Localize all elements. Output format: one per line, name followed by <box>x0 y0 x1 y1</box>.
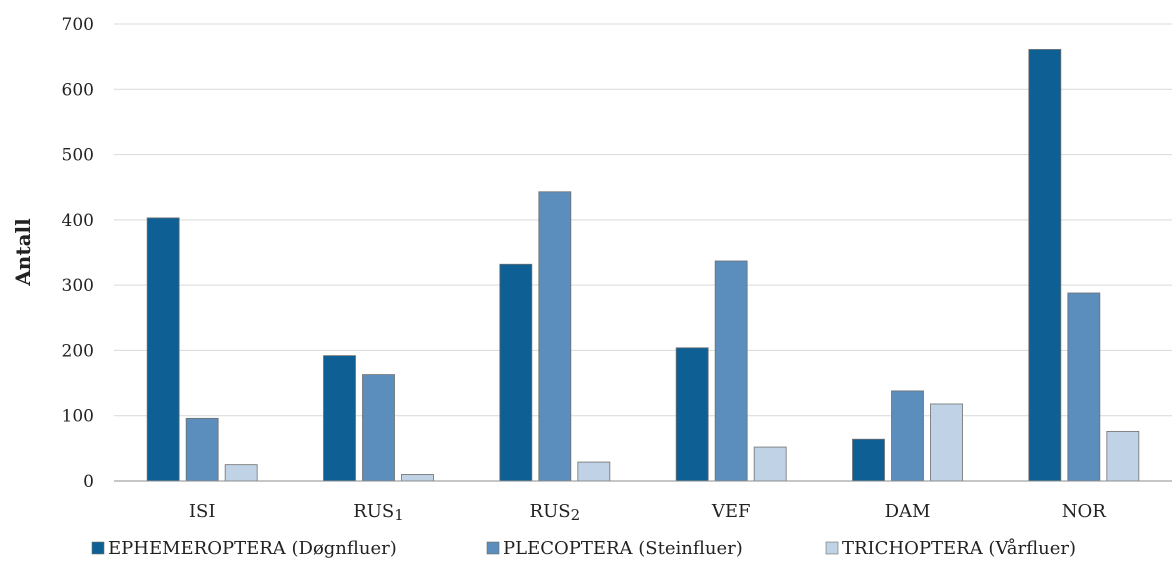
gridlines <box>114 23 1172 417</box>
legend-item: EPHEMEROPTERA (Døgnfluer) <box>91 538 397 559</box>
legend-swatch <box>825 541 839 555</box>
bar-dam-series-1 <box>891 390 924 482</box>
bar-rus2-series-1 <box>538 191 572 482</box>
y-axis-label: Antall <box>11 218 35 287</box>
legend-swatch <box>486 541 500 555</box>
x-category-label: RUS1 <box>353 501 404 524</box>
bar-vef-series-2 <box>753 446 787 482</box>
legend: EPHEMEROPTERA (Døgnfluer) PLECOPTERA (Ste… <box>91 537 1076 559</box>
x-category-label: RUS2 <box>530 501 581 524</box>
legend-swatch <box>91 541 105 555</box>
bar-dam-series-2 <box>930 403 963 482</box>
y-tick-label: 400 <box>62 211 94 231</box>
y-tick-label: 500 <box>62 146 94 166</box>
y-tick-label: 200 <box>62 341 94 361</box>
bar-dam-series-0 <box>852 438 885 482</box>
bar-rus1-series-1 <box>362 374 395 482</box>
bars <box>146 49 1140 482</box>
bar-vef-series-1 <box>714 260 748 482</box>
bar-rus1-series-2 <box>401 474 434 482</box>
axes: 0 100 200 300 400 500 600 700 ISI RUS1 RUS2 VEF DAM N… <box>62 15 1172 524</box>
bar-rus1-series-0 <box>323 355 356 482</box>
legend-label: TRICHOPTERA (Vårfluer) <box>842 537 1076 559</box>
bar-rus2-series-2 <box>577 461 611 482</box>
legend-item: TRICHOPTERA (Vårfluer) <box>825 537 1076 559</box>
bar-rus2-series-0 <box>499 263 533 482</box>
bar-nor-series-0 <box>1028 49 1062 482</box>
legend-item: PLECOPTERA (Steinfluer) <box>486 538 743 559</box>
x-category-label: DAM <box>885 501 931 522</box>
y-tick-label: 600 <box>62 80 94 100</box>
legend-label: PLECOPTERA (Steinfluer) <box>503 538 743 559</box>
y-tick-label: 700 <box>62 15 94 35</box>
legend-label: EPHEMEROPTERA (Døgnfluer) <box>108 538 397 559</box>
bar-isi-series-0 <box>146 217 180 482</box>
bar-isi-series-2 <box>224 464 258 482</box>
bar-vef-series-0 <box>675 347 709 482</box>
x-category-label: VEF <box>711 501 751 522</box>
bar-isi-series-1 <box>185 417 219 482</box>
x-category-label: ISI <box>189 501 216 522</box>
y-tick-label: 300 <box>62 276 94 296</box>
bar-nor-series-1 <box>1067 292 1101 482</box>
bar-nor-series-2 <box>1106 430 1140 482</box>
y-tick-label: 100 <box>62 407 94 427</box>
x-category-label: NOR <box>1062 501 1107 522</box>
y-tick-label: 0 <box>83 472 94 492</box>
